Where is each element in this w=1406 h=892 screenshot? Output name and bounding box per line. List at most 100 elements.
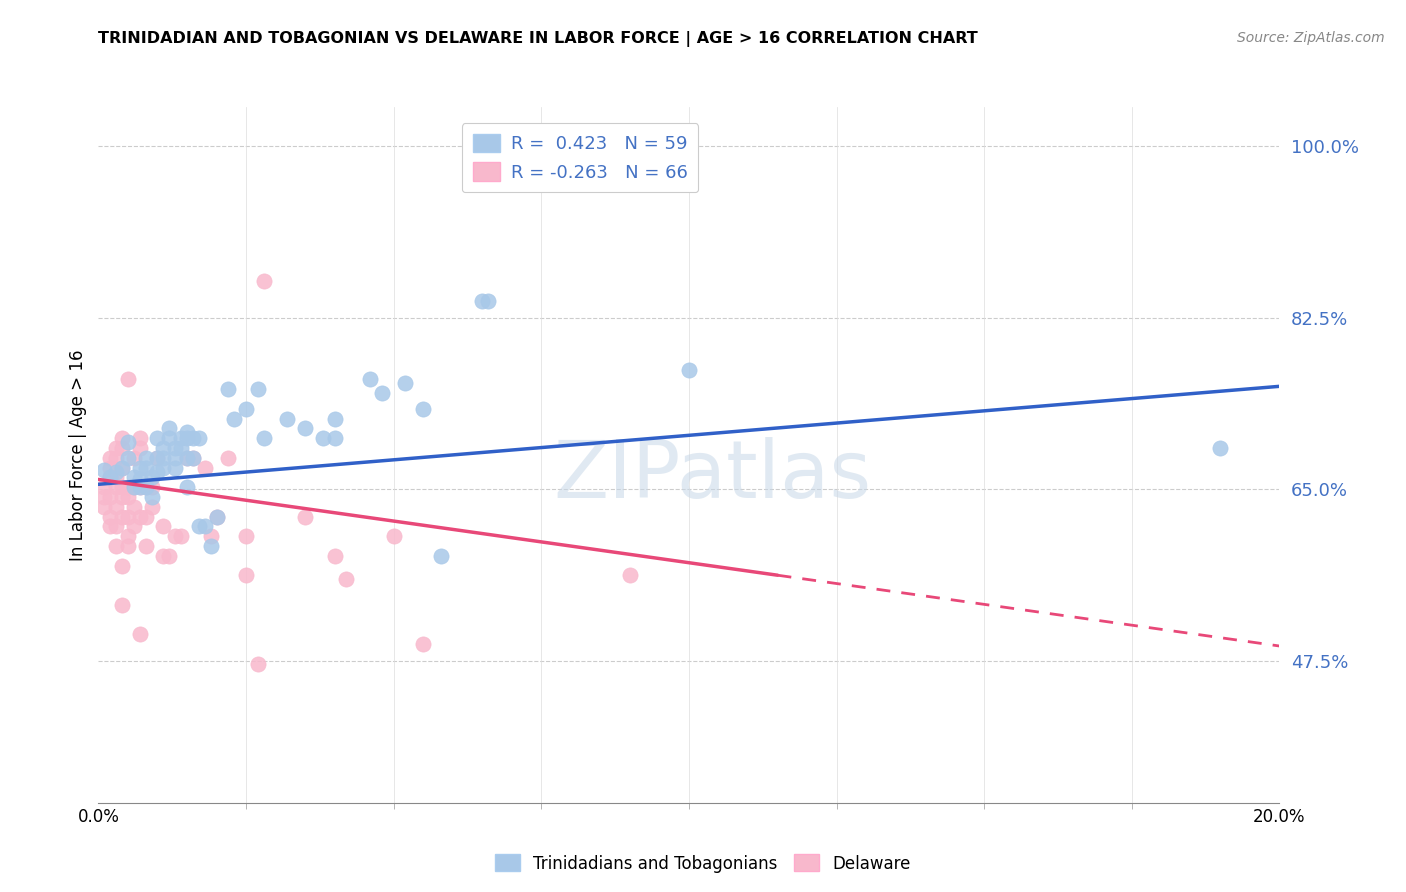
Point [111,509,134,524]
Point [194,460,217,475]
Point [105,465,128,479]
Point [111,558,134,573]
Point [135,450,157,465]
Point [117,539,139,553]
Point [200,539,222,553]
Point [200,529,222,543]
Point [146,450,169,465]
Point [128,472,150,486]
Point [98,450,121,465]
Point [194,519,217,533]
Legend: Trinidadians and Tobagonians, Delaware: Trinidadians and Tobagonians, Delaware [488,847,918,880]
Point [394,376,416,391]
Point [477,294,499,309]
Legend: R =  0.423   N = 59, R = -0.263   N = 66: R = 0.423 N = 59, R = -0.263 N = 66 [461,123,699,193]
Point [117,450,139,465]
Point [111,441,134,455]
Point [98,470,121,484]
Point [146,465,169,479]
Point [152,460,174,475]
Point [111,480,134,494]
Point [471,294,494,309]
Point [181,431,204,445]
Point [105,450,128,465]
Point [224,411,246,425]
Text: Source: ZipAtlas.com: Source: ZipAtlas.com [1237,31,1385,45]
Point [165,450,187,465]
Point [98,509,121,524]
Point [98,460,121,475]
Point [117,490,139,504]
Point [128,460,150,475]
Text: TRINIDADIAN AND TOBAGONIAN VS DELAWARE IN LABOR FORCE | AGE > 16 CORRELATION CHA: TRINIDADIAN AND TOBAGONIAN VS DELAWARE I… [98,31,979,47]
Point [323,431,346,445]
Point [128,627,150,641]
Point [117,529,139,543]
Point [382,529,405,543]
Point [187,431,209,445]
Point [217,450,239,465]
Point [122,519,145,533]
Point [117,509,139,524]
Point [93,490,115,504]
Point [371,386,394,401]
Point [235,568,257,582]
Point [187,519,209,533]
Point [181,450,204,465]
Point [176,450,198,465]
Point [135,509,157,524]
Point [93,500,115,514]
Point [105,539,128,553]
Point [98,490,121,504]
Point [105,480,128,494]
Point [128,509,150,524]
Point [111,460,134,475]
Point [128,480,150,494]
Point [93,480,115,494]
Point [141,490,163,504]
Point [359,372,381,386]
Point [152,450,174,465]
Point [176,450,198,465]
Point [152,549,174,563]
Point [157,549,180,563]
Point [253,275,276,289]
Y-axis label: In Labor Force | Age > 16: In Labor Force | Age > 16 [69,349,87,561]
Point [152,441,174,455]
Point [146,450,169,465]
Point [128,431,150,445]
Point [141,500,163,514]
Point [111,431,134,445]
Point [294,509,316,524]
Point [335,573,357,587]
Point [122,480,145,494]
Point [1209,441,1232,455]
Point [128,441,150,455]
Point [105,441,128,455]
Point [235,529,257,543]
Point [276,411,298,425]
Point [165,529,187,543]
Point [312,431,335,445]
Point [93,462,115,476]
Point [165,460,187,475]
Point [176,480,198,494]
Point [141,480,163,494]
Point [412,401,434,416]
Point [135,480,157,494]
Point [135,460,157,475]
Point [412,637,434,651]
Point [170,431,193,445]
Point [152,519,174,533]
Point [246,382,269,396]
Point [323,549,346,563]
Point [105,500,128,514]
Point [205,509,228,524]
Point [165,441,187,455]
Point [122,480,145,494]
Point [135,480,157,494]
Text: ZIPatlas: ZIPatlas [554,437,872,515]
Point [170,441,193,455]
Point [170,529,193,543]
Point [117,372,139,386]
